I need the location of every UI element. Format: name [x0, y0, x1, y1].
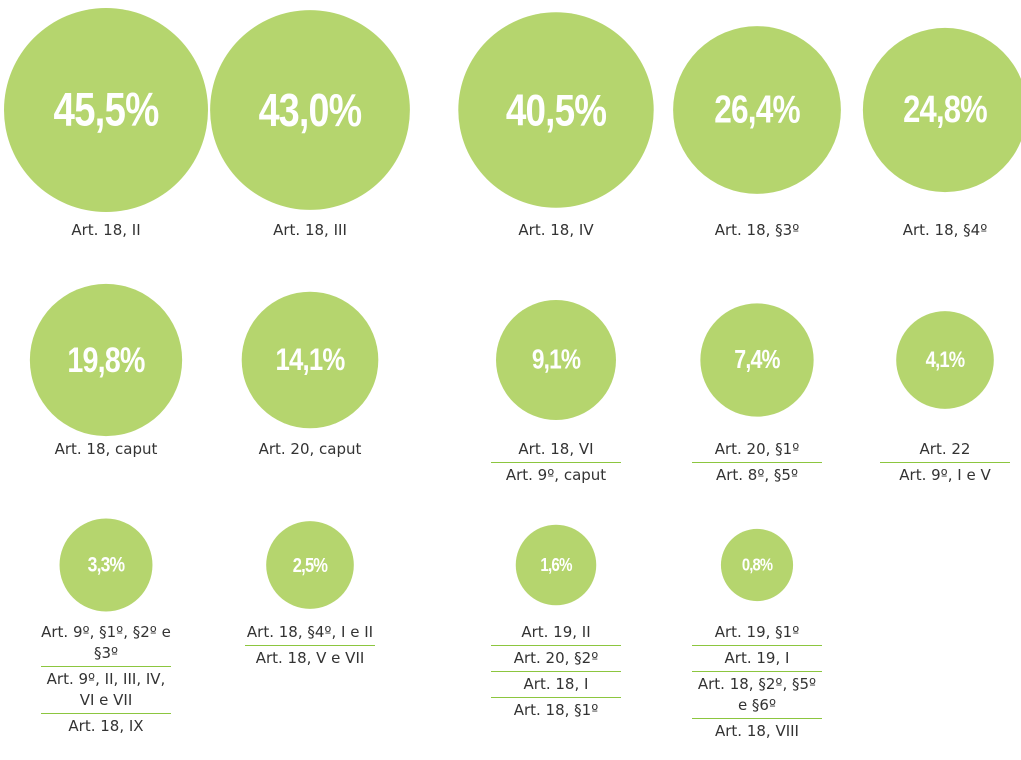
label-group: Art. 20, §1º Art. 8º, §5º [692, 437, 822, 488]
category-label: Art. 20, §2º [491, 645, 621, 671]
category-label: Art. 19, II [521, 623, 591, 641]
label-group: Art. 18, VI Art. 9º, caput [491, 437, 621, 488]
category-label: Art. 18, II [71, 221, 141, 239]
value-label: 2,5% [293, 554, 328, 577]
category-label: Art. 18, §3º [714, 221, 800, 239]
label-group: Art. 18, caput [41, 437, 171, 462]
label-group: Art. 22 Art. 9º, I e V [880, 437, 1010, 488]
category-label: Art. 22 [919, 440, 971, 458]
value-label: 1,6% [540, 555, 572, 576]
value-label: 0,8% [742, 555, 773, 575]
label-group: Art. 18, III [245, 218, 375, 243]
category-label: Art. 19, I [692, 645, 822, 671]
category-label: Art. 18, caput [54, 440, 158, 458]
category-label: Art. 18, §1º [491, 697, 621, 723]
bubble [458, 12, 654, 208]
category-label: Art. 20, caput [258, 440, 362, 458]
bubble [720, 528, 794, 602]
value-label: 4,1% [926, 347, 965, 372]
category-label: Art. 9º, caput [491, 462, 621, 488]
value-label: 45,5% [54, 84, 159, 136]
category-label: Art. 18, I [491, 671, 621, 697]
value-label: 7,4% [734, 345, 780, 375]
bubble [266, 521, 354, 609]
category-label: Art. 18, VI [518, 440, 594, 458]
category-label: Art. 18, V e VII [245, 645, 375, 671]
label-group: Art. 19, II Art. 20, §2º Art. 18, I Art. 18… [491, 620, 621, 723]
category-label: Art. 18, §2º, §5º e §6º [692, 671, 822, 718]
value-label: 40,5% [506, 85, 607, 135]
category-label: Art. 8º, §5º [692, 462, 822, 488]
label-group: Art. 18, II [41, 218, 171, 243]
bubble [700, 303, 814, 417]
bubble [673, 26, 841, 194]
label-group: Art. 19, §1º Art. 19, I Art. 18, §2º, §5º … [692, 620, 822, 744]
value-label: 3,3% [88, 553, 125, 577]
label-group: Art. 18, §3º [692, 218, 822, 243]
label-group: Art. 18, §4º [880, 218, 1010, 243]
value-label: 24,8% [903, 89, 987, 131]
value-label: 14,1% [276, 343, 345, 378]
value-label: 26,4% [714, 89, 800, 132]
category-label: Art. 18, §4º [902, 221, 988, 239]
value-label: 43,0% [259, 84, 362, 135]
value-label: 9,1% [532, 345, 581, 376]
bubble [210, 10, 410, 210]
category-label: Art. 19, §1º [714, 623, 800, 641]
category-label: Art. 18, IX [41, 713, 171, 739]
bubble [862, 27, 1021, 193]
bubble [59, 518, 153, 612]
bubble [4, 8, 208, 212]
category-label: Art. 20, §1º [714, 440, 800, 458]
category-label: Art. 18, §4º, I e II [246, 623, 374, 641]
category-label: Art. 18, VIII [692, 718, 822, 744]
bubble [29, 283, 183, 437]
label-group: Art. 18, §4º, I e II Art. 18, V e VII [245, 620, 375, 671]
category-label: Art. 9º, I e V [880, 462, 1010, 488]
category-label: Art. 18, III [273, 221, 347, 239]
bubble [496, 300, 616, 420]
label-group: Art. 18, IV [491, 218, 621, 243]
category-label: Art. 9º, §1º, §2º e §3º [41, 623, 171, 662]
label-group: Art. 9º, §1º, §2º e §3º Art. 9º, II, III,… [41, 620, 171, 739]
category-label: Art. 9º, II, III, IV, VI e VII [41, 666, 171, 713]
value-label: 19,8% [67, 340, 145, 379]
bubble [896, 311, 994, 409]
label-group: Art. 20, caput [245, 437, 375, 462]
bubble [515, 524, 597, 606]
bubble [241, 291, 379, 429]
category-label: Art. 18, IV [518, 221, 594, 239]
